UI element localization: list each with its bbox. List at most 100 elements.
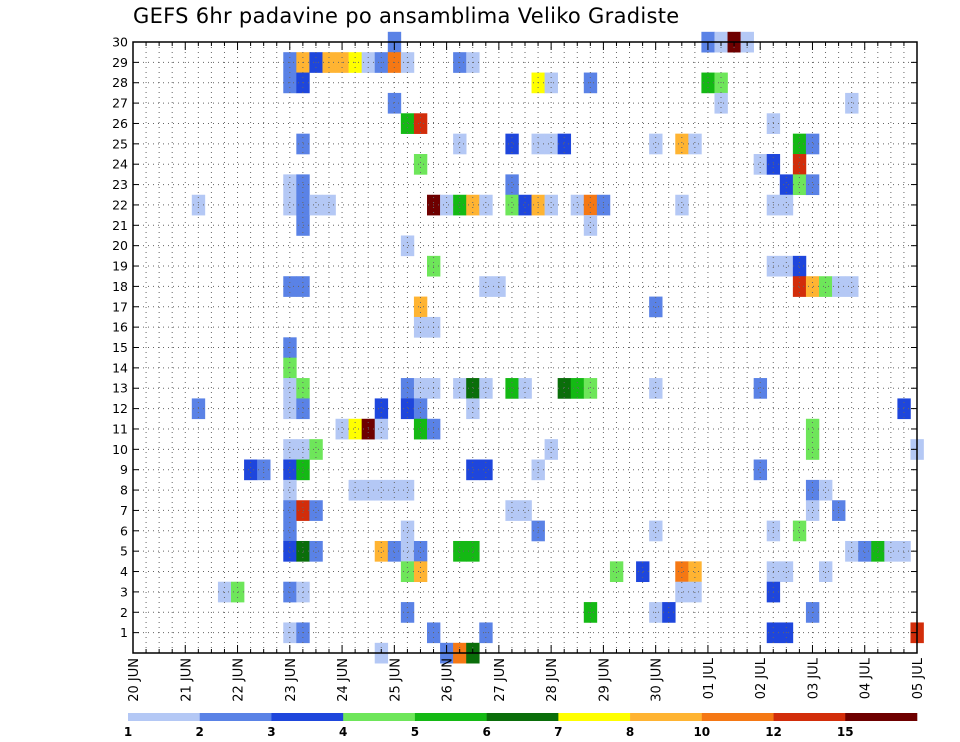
heatmap-cell: [753, 154, 768, 175]
axes-layer: 1234567891011121314151617181920212223242…: [112, 35, 926, 702]
y-tick-label: 5: [120, 544, 128, 559]
x-tick-label: 02 JUL: [754, 657, 769, 699]
colorbar-label: 4: [339, 725, 347, 739]
heatmap-cell: [244, 459, 258, 481]
heatmap-cell: [400, 561, 415, 583]
heatmap-cell: [858, 540, 872, 562]
x-tick-label: 28 JUN: [545, 658, 560, 702]
heatmap-cell: [479, 194, 493, 216]
heatmap-cell: [400, 113, 415, 134]
heatmap-cell: [779, 174, 794, 196]
heatmap-cell: [283, 194, 297, 216]
y-tick-label: 3: [120, 584, 128, 599]
heatmap-cell: [413, 296, 428, 318]
heatmap-cell: [413, 540, 428, 562]
heatmap-cell: [283, 520, 297, 542]
heatmap-cell: [688, 561, 702, 583]
colorbar-label: 6: [482, 725, 490, 739]
heatmap-cell: [805, 174, 820, 196]
x-tick-label: 01 JUL: [702, 657, 717, 699]
y-tick-label: 6: [120, 523, 128, 538]
heatmap-cell: [570, 194, 585, 216]
heatmap-cell: [283, 439, 297, 460]
colorbar-label: 5: [411, 725, 419, 739]
heatmap-cell: [348, 479, 362, 501]
colorbar-swatch: [486, 713, 559, 721]
colorbar-swatch: [271, 713, 344, 721]
colorbar-label: 8: [626, 725, 634, 739]
y-tick-label: 4: [120, 564, 128, 579]
heatmap-cell: [283, 357, 297, 379]
heatmap-cell: [675, 133, 689, 155]
heatmap-cell: [400, 479, 415, 501]
y-tick-label: 16: [112, 320, 128, 335]
x-tick-label: 30 JUN: [650, 658, 665, 702]
y-tick-label: 10: [112, 442, 128, 457]
y-tick-label: 29: [112, 55, 128, 70]
heatmap-cell: [505, 500, 519, 521]
y-tick-label: 20: [112, 238, 128, 253]
colorbar: 1 2 3 4 5 6 7 8 10 12 15: [124, 713, 918, 739]
y-tick-label: 17: [112, 299, 128, 314]
x-tick-label: 20 JUN: [127, 658, 142, 702]
x-tick-label: 24 JUN: [336, 658, 351, 702]
x-tick-label: 27 JUN: [493, 658, 508, 702]
heatmap-cell: [505, 378, 519, 399]
heatmap-cell: [897, 540, 911, 562]
heatmap-cell: [309, 439, 323, 460]
heatmap-cell: [805, 133, 820, 155]
y-tick-label: 7: [120, 503, 128, 518]
y-tick-label: 11: [112, 421, 128, 436]
colorbar-label: 2: [196, 725, 204, 739]
heatmap-cell: [400, 235, 415, 257]
x-tick-label: 29 JUN: [597, 658, 612, 702]
y-tick-label: 13: [112, 381, 128, 396]
heatmap-cell: [413, 378, 428, 399]
heatmap-cell: [675, 561, 689, 583]
heatmap-cell: [845, 92, 859, 114]
chart-title: GEFS 6hr padavine po ansamblima Veliko G…: [133, 4, 680, 28]
heatmap-cell: [466, 194, 480, 216]
x-tick-label: 26 JUN: [441, 658, 456, 702]
heatmap-cell: [283, 459, 297, 481]
colorbar-swatch: [845, 713, 918, 721]
heatmap-cell: [792, 276, 807, 297]
heatmap-cell: [583, 194, 598, 216]
heatmap-cell: [544, 133, 558, 155]
heatmap-cell: [688, 133, 702, 155]
heatmap-cell: [544, 439, 558, 460]
heatmap-cell: [714, 92, 728, 114]
heatmap-cell: [805, 500, 820, 521]
heatmap-cell: [518, 500, 532, 521]
colorbar-label: 10: [693, 725, 710, 739]
heatmap-cell: [466, 378, 480, 399]
y-tick-label: 19: [112, 259, 128, 274]
heatmap-cell: [309, 500, 323, 521]
heatmap-cell: [518, 378, 532, 399]
colorbar-swatch: [558, 713, 631, 721]
x-tick-label: 21 JUN: [179, 658, 194, 702]
heatmap-cell: [492, 276, 506, 297]
y-tick-label: 26: [112, 116, 128, 131]
heatmap-cell: [805, 276, 820, 297]
colorbar-label: 3: [267, 725, 275, 739]
y-tick-label: 27: [112, 96, 128, 111]
heatmap-cell: [283, 398, 297, 420]
y-tick-label: 28: [112, 75, 128, 90]
heatmap-cell: [283, 479, 297, 501]
colorbar-label: 1: [124, 725, 132, 739]
y-tick-label: 2: [120, 605, 128, 620]
heatmap-cell: [753, 459, 768, 481]
heatmap-cell: [413, 154, 428, 175]
heatmap-cell: [479, 276, 493, 297]
heatmap-cell: [819, 276, 833, 297]
x-tick-label: 03 JUL: [806, 657, 821, 699]
heatmap-cell: [374, 398, 389, 420]
colorbar-swatch: [199, 713, 272, 721]
heatmap-cell: [845, 540, 859, 562]
heatmap-cell: [283, 174, 297, 196]
colorbar-label: 15: [837, 725, 854, 739]
heatmap-cell: [649, 520, 663, 542]
heatmap-cell: [283, 500, 297, 521]
heatmap-cell: [649, 378, 663, 399]
